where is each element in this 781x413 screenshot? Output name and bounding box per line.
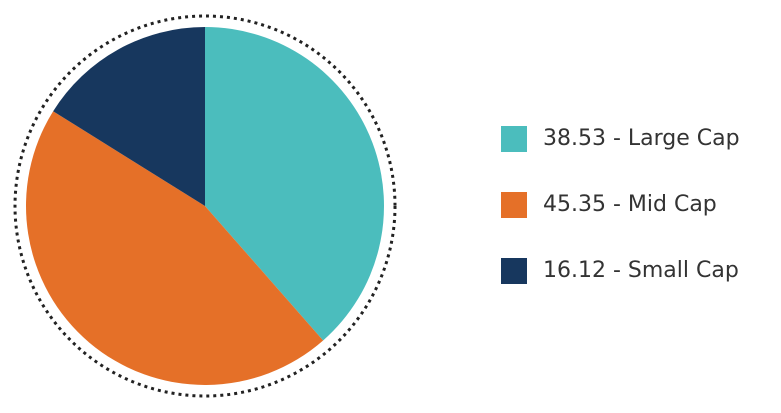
pie-slice xyxy=(53,27,205,206)
legend-label: 38.53 - Large Cap xyxy=(543,126,740,151)
legend-label: 45.35 - Mid Cap xyxy=(543,192,717,217)
legend-swatch xyxy=(501,192,527,218)
pie-slice xyxy=(205,27,384,341)
legend-label: 16.12 - Small Cap xyxy=(543,258,739,283)
dotted-ring xyxy=(13,14,397,398)
legend-swatch xyxy=(501,126,527,152)
legend-swatch xyxy=(501,258,527,284)
pie-slice xyxy=(26,111,324,385)
